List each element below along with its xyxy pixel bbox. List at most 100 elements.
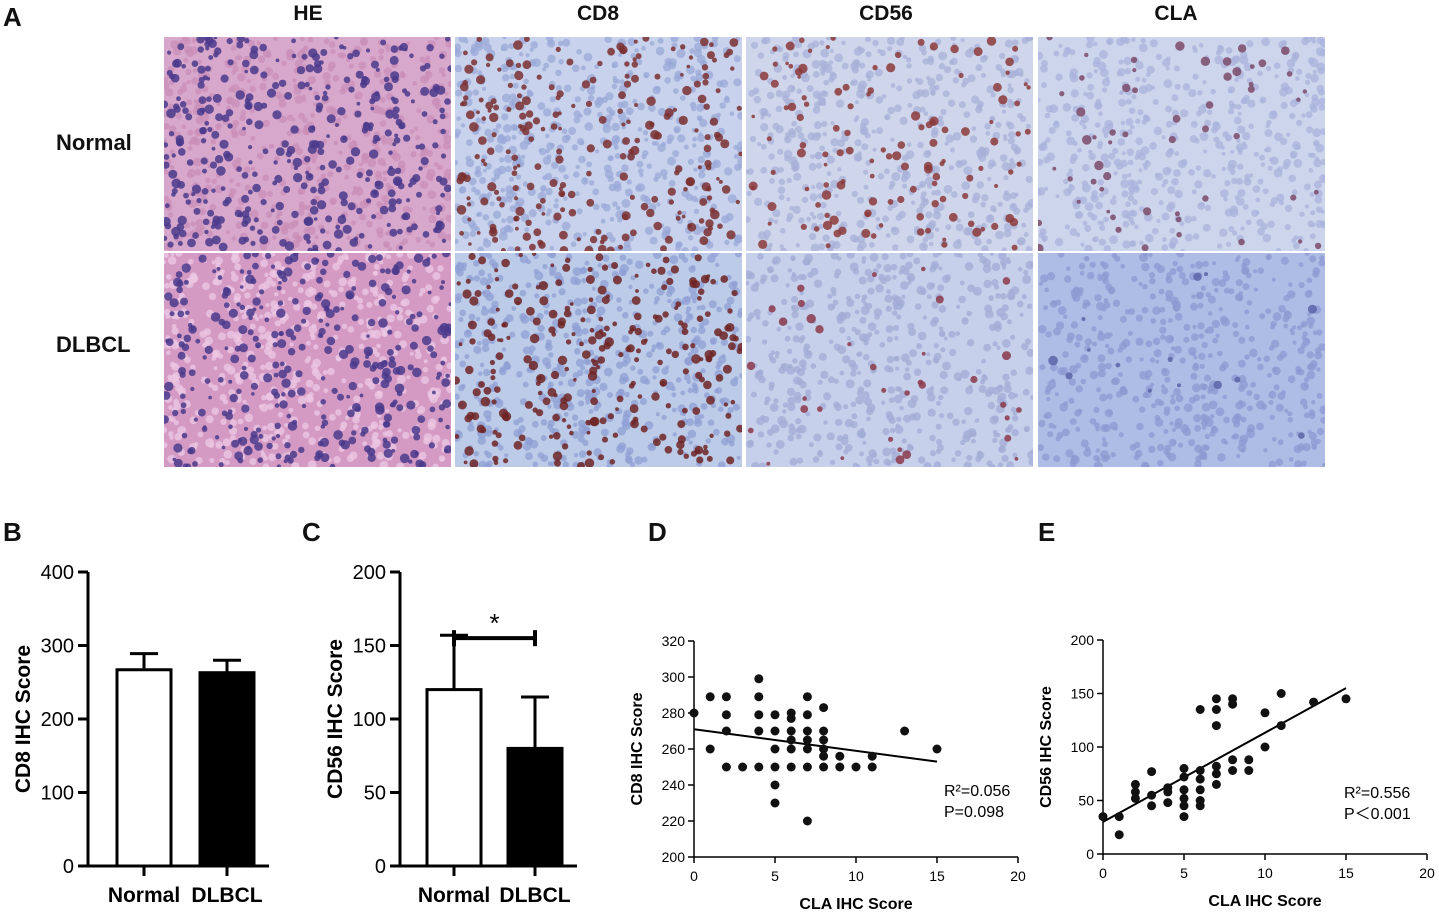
r-squared-label: R²=0.556 [1344, 785, 1410, 802]
data-point [754, 762, 764, 772]
micrograph-dlbcl-cd8 [455, 253, 742, 467]
chart-e-cd56-scatter: 0 50 100 150 200 0 5 10 15 20 CLA IHC Score CD56 IH… [1038, 632, 1435, 910]
y-tick-label: 240 [662, 777, 686, 793]
y-tick-label: 150 [353, 636, 386, 658]
y-axis-label: CD56 IHC Score [324, 639, 347, 799]
data-point [1211, 779, 1221, 789]
data-point [1179, 793, 1189, 803]
x-tick-label: 10 [1257, 865, 1273, 881]
data-point [786, 735, 796, 745]
y-tick-label: 280 [662, 705, 686, 721]
micrograph-dlbcl-cd56 [746, 253, 1033, 467]
y-tick-label: 220 [662, 813, 686, 829]
bar-normal [425, 688, 483, 868]
y-axis-label: CD8 IHC Score [629, 692, 646, 805]
data-point [754, 710, 764, 720]
data-point [1114, 812, 1124, 822]
data-point [770, 762, 780, 772]
data-point [1309, 697, 1319, 707]
y-tick-label: 100 [353, 709, 386, 731]
data-point [819, 703, 829, 713]
data-point [1260, 742, 1270, 752]
column-header-he: HE [293, 2, 323, 25]
x-tick-label: 0 [690, 868, 698, 884]
data-point [1130, 779, 1140, 789]
data-point [1228, 699, 1238, 709]
data-point [1195, 774, 1205, 784]
x-tick-label: 20 [1010, 868, 1026, 884]
y-tick-label: 200 [1071, 632, 1095, 648]
data-point [819, 751, 829, 761]
y-axis-label: CD8 IHC Score [12, 645, 35, 793]
data-point [867, 762, 877, 772]
x-tick-label: 15 [1338, 865, 1354, 881]
data-point [1163, 798, 1173, 808]
y-tick-label: 0 [375, 856, 386, 878]
micrograph-dlbcl-he [164, 253, 451, 467]
data-point [770, 780, 780, 790]
data-point [819, 735, 829, 745]
data-point [770, 798, 780, 808]
data-point [1163, 787, 1173, 797]
data-point [721, 710, 731, 720]
data-point [1244, 766, 1254, 775]
data-point [819, 744, 829, 754]
p-value-label: P＜0.001 [1344, 806, 1411, 823]
data-point [1341, 694, 1351, 704]
data-point [1130, 793, 1140, 803]
data-point [802, 744, 812, 754]
data-point [786, 713, 796, 723]
data-point [721, 762, 731, 772]
micrograph-normal-cla [1038, 37, 1325, 251]
data-point [819, 762, 829, 772]
x-tick-label: 15 [929, 868, 945, 884]
data-point [1195, 801, 1205, 811]
data-point [770, 744, 780, 754]
y-tick-label: 260 [662, 741, 686, 757]
panel-label-d: D [648, 517, 667, 547]
micrograph-normal-he [164, 37, 451, 251]
data-point [1147, 801, 1157, 811]
data-point [835, 762, 845, 772]
y-tick-label: 320 [662, 633, 686, 649]
y-tick-label: 100 [1071, 739, 1095, 755]
data-point [1179, 785, 1189, 795]
data-point [754, 674, 764, 684]
y-tick-label: 150 [1071, 686, 1095, 702]
bar-normal [115, 668, 173, 868]
column-header-cd56: CD56 [859, 2, 913, 25]
data-point [1098, 812, 1108, 822]
y-tick-label: 100 [41, 783, 74, 805]
data-point [1211, 705, 1221, 714]
data-point [786, 744, 796, 754]
data-point [835, 751, 845, 761]
data-point [1179, 812, 1189, 822]
bar-dlbcl [198, 671, 256, 868]
data-point [1211, 761, 1221, 771]
data-point [851, 762, 861, 772]
data-point [721, 726, 731, 736]
data-point [738, 762, 748, 772]
data-point [1276, 721, 1286, 731]
chart-c-cd56-bar: 0 50 100 150 200 Normal DLBCL CD56 IHC Score * [324, 562, 577, 907]
data-point [786, 762, 796, 772]
data-point [802, 692, 812, 702]
x-tick-label: DLBCL [191, 884, 262, 907]
data-point [1179, 763, 1189, 773]
row-header-normal: Normal [56, 130, 132, 155]
y-tick-label: 200 [662, 849, 686, 865]
data-point [867, 751, 877, 761]
x-axis-label: CLA IHC Score [799, 896, 912, 913]
p-value-label: P=0.098 [944, 804, 1004, 821]
y-tick-label: 300 [662, 669, 686, 685]
data-point [1195, 785, 1205, 795]
x-tick-label: 20 [1419, 865, 1435, 881]
micrograph-dlbcl-cla [1038, 253, 1325, 467]
significance-marker: * [489, 608, 499, 638]
chart-b-cd8-bar: 0 100 200 300 400 Normal DLBCL CD8 IHC Score [12, 562, 269, 907]
chart-d-cd8-scatter: 200 220 240 260 280 300 320 0 5 10 15 20 CLA IHC Sco… [629, 633, 1026, 913]
data-point [802, 762, 812, 772]
data-point [754, 692, 764, 702]
data-point [900, 726, 910, 736]
x-axis-label: CLA IHC Score [1208, 893, 1321, 910]
